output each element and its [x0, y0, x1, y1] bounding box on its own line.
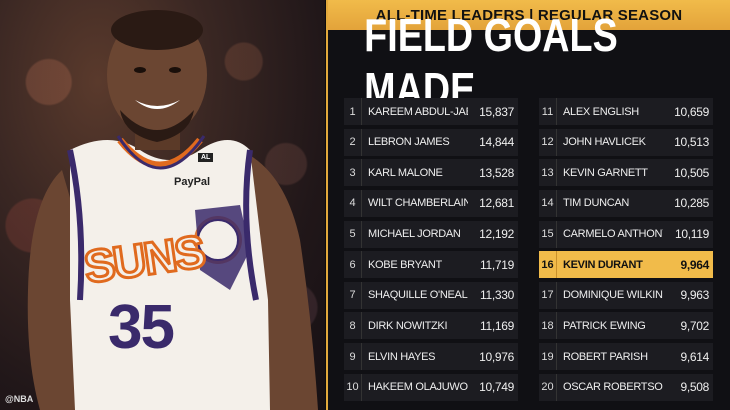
leader-name: JOHN HAVLICEK [563, 136, 646, 149]
jersey-number: 35 [108, 293, 175, 362]
leader-value: 10,749 [479, 380, 514, 395]
leader-name: PATRICK EWING [563, 319, 646, 332]
leader-value: 11,169 [479, 318, 514, 333]
leader-value: 10,976 [479, 349, 514, 364]
leader-row: 3 KARL MALONE 13,528 [344, 159, 518, 187]
leader-value: 13,528 [479, 165, 514, 180]
leader-rank: 7 [344, 281, 362, 309]
leader-row: 15 CARMELO ANTHONY 10,119 [539, 220, 713, 248]
leader-value: 10,119 [674, 227, 709, 242]
jersey-patch: AL [198, 153, 214, 162]
leader-rank: 4 [344, 189, 362, 217]
leader-name: ALEX ENGLISH [563, 105, 639, 118]
leader-rank: 14 [539, 189, 557, 217]
leader-value: 9,508 [680, 380, 709, 395]
leader-name: KOBE BRYANT [368, 258, 442, 271]
jersey-sponsor: PayPal [174, 176, 211, 188]
leader-row: 17 DOMINIQUE WILKINS 9,963 [539, 281, 713, 309]
leader-row: 14 TIM DUNCAN 10,285 [539, 189, 713, 217]
leader-rank: 9 [344, 343, 362, 371]
leader-value: 10,659 [674, 104, 709, 119]
leader-row: 19 ROBERT PARISH 9,614 [539, 343, 713, 371]
leader-name: ROBERT PARISH [563, 350, 648, 363]
player-photo: PayPal AL SUNS 35 @NBA [0, 0, 325, 410]
leader-rank: 6 [344, 251, 362, 279]
leader-value: 15,837 [479, 104, 514, 119]
leader-value: 11,719 [479, 257, 514, 272]
leader-value: 12,192 [479, 227, 514, 242]
leader-value: 9,964 [680, 257, 709, 272]
gold-divider [326, 0, 328, 410]
leader-rank: 12 [539, 128, 557, 156]
leader-row: 7 SHAQUILLE O'NEAL 11,330 [344, 281, 518, 309]
player-illustration [27, 10, 318, 410]
leader-value: 14,844 [479, 135, 514, 150]
leader-value: 9,614 [680, 349, 709, 364]
leader-value: 11,330 [479, 288, 514, 303]
leader-value: 9,963 [680, 288, 709, 303]
leader-row: 18 PATRICK EWING 9,702 [539, 312, 713, 340]
leader-name: DOMINIQUE WILKINS [563, 289, 663, 302]
leader-rank: 8 [344, 312, 362, 340]
leader-rank: 3 [344, 159, 362, 187]
leader-name: KEVIN GARNETT [563, 166, 648, 179]
leader-rank: 2 [344, 128, 362, 156]
leader-row: 13 KEVIN GARNETT 10,505 [539, 159, 713, 187]
banner: ALL-TIME LEADERS | REGULAR SEASON [328, 0, 730, 30]
leader-row: 4 WILT CHAMBERLAIN 12,681 [344, 189, 518, 217]
leader-row: 1 KAREEM ABDUL-JABBAR 15,837 [344, 98, 518, 125]
leader-value: 12,681 [479, 196, 514, 211]
leader-name: MICHAEL JORDAN [368, 228, 461, 241]
leader-row: 11 ALEX ENGLISH 10,659 [539, 98, 713, 125]
leader-name: DIRK NOWITZKI [368, 319, 448, 332]
leader-name: SHAQUILLE O'NEAL [368, 289, 468, 302]
leader-rank: 5 [344, 220, 362, 248]
leader-rank: 13 [539, 159, 557, 187]
leader-name: KAREEM ABDUL-JABBAR [368, 105, 468, 118]
leader-value: 10,513 [674, 135, 709, 150]
leader-row: 5 MICHAEL JORDAN 12,192 [344, 220, 518, 248]
leader-rank: 11 [539, 98, 557, 125]
leader-rank: 19 [539, 343, 557, 371]
leader-row: 6 KOBE BRYANT 11,719 [344, 251, 518, 279]
leader-name: WILT CHAMBERLAIN [368, 197, 468, 210]
leaders-column-left: 1 KAREEM ABDUL-JABBAR 15,837 2 LEBRON JAMES 1… [344, 98, 518, 404]
leader-row: 9 ELVIN HAYES 10,976 [344, 343, 518, 371]
leader-value: 10,285 [674, 196, 709, 211]
leader-row: 12 JOHN HAVLICEK 10,513 [539, 128, 713, 156]
leader-rank: 15 [539, 220, 557, 248]
leader-rank: 18 [539, 312, 557, 340]
leader-rank: 16 [539, 251, 557, 279]
leader-row-highlighted: 16 KEVIN DURANT 9,964 [539, 251, 713, 279]
leader-name: HAKEEM OLAJUWON [368, 381, 468, 394]
leader-value: 10,505 [674, 165, 709, 180]
nba-watermark: @NBA [5, 394, 34, 404]
leader-row: 2 LEBRON JAMES 14,844 [344, 128, 518, 156]
leader-name: KARL MALONE [368, 166, 443, 179]
page-title: FIELD GOALS MADE [364, 9, 618, 115]
leader-rank: 17 [539, 281, 557, 309]
leaders-column-right: 11 ALEX ENGLISH 10,659 12 JOHN HAVLICEK 10,51… [539, 98, 713, 404]
leader-row: 10 HAKEEM OLAJUWON 10,749 [344, 373, 518, 401]
leader-value: 9,702 [680, 318, 709, 333]
leaderboard-panel: ALL-TIME LEADERS | REGULAR SEASON FIELD … [326, 0, 730, 410]
leader-name: LEBRON JAMES [368, 136, 450, 149]
leader-row: 20 OSCAR ROBERTSON 9,508 [539, 373, 713, 401]
leader-name: OSCAR ROBERTSON [563, 381, 663, 394]
leader-rank: 20 [539, 373, 557, 401]
leader-name: ELVIN HAYES [368, 350, 436, 363]
leader-name: KEVIN DURANT [563, 258, 643, 271]
leader-row: 8 DIRK NOWITZKI 11,169 [344, 312, 518, 340]
leader-name: TIM DUNCAN [563, 197, 630, 210]
leader-name: CARMELO ANTHONY [563, 228, 663, 241]
leader-rank: 10 [344, 373, 362, 401]
leader-rank: 1 [344, 98, 362, 125]
